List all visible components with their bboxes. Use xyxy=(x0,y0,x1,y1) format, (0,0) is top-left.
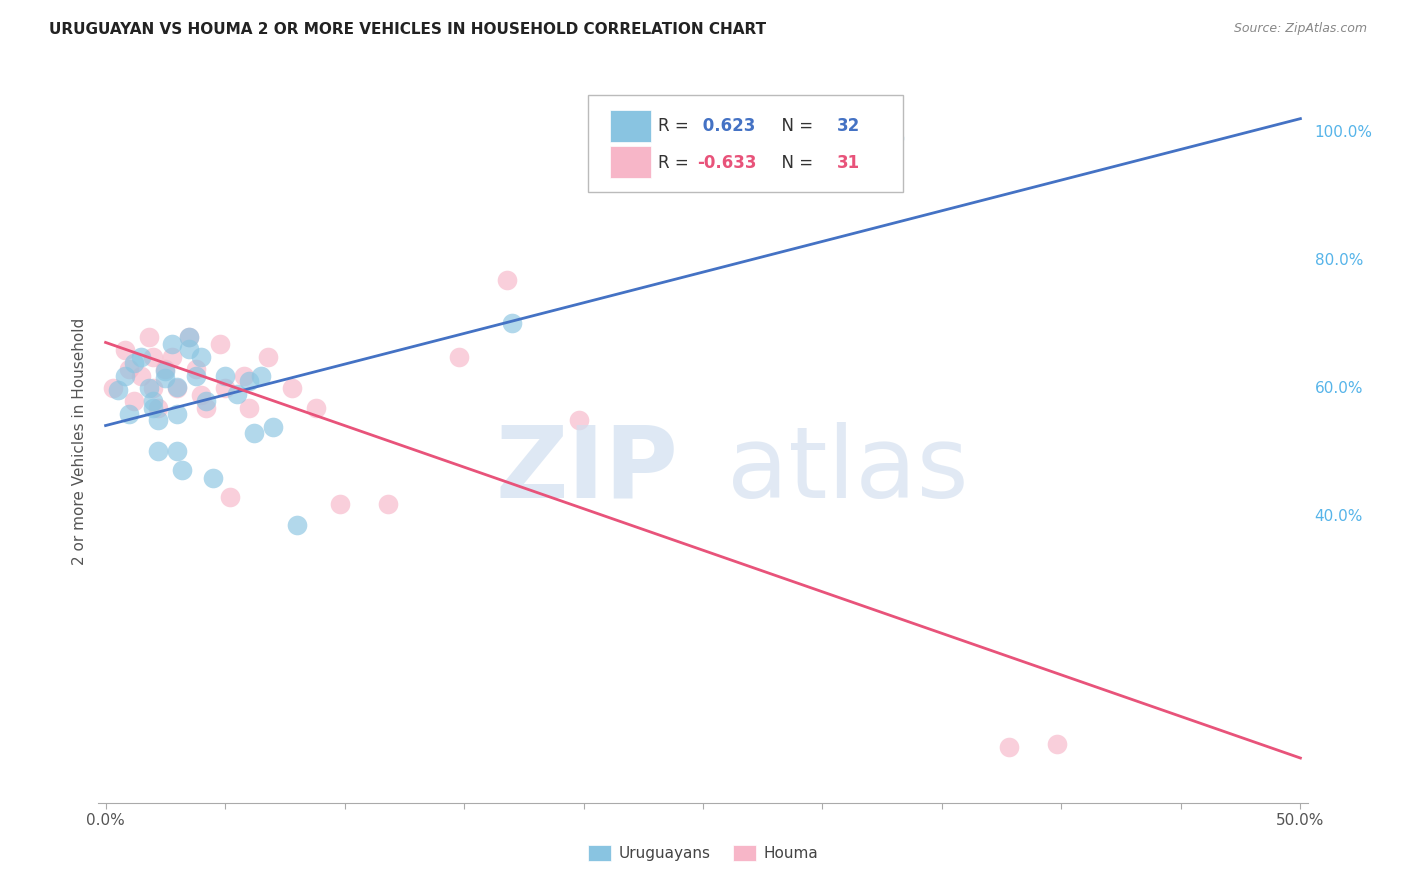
Text: -0.633: -0.633 xyxy=(697,154,756,172)
Point xyxy=(114,343,136,357)
Point xyxy=(1046,737,1069,751)
Point xyxy=(281,382,304,396)
Text: R =: R = xyxy=(658,154,695,172)
Text: R =: R = xyxy=(658,117,695,135)
Point xyxy=(114,368,136,383)
Legend: Uruguayans, Houma: Uruguayans, Houma xyxy=(582,839,824,867)
Point xyxy=(285,517,308,532)
Point xyxy=(226,386,249,401)
Text: ZIP: ZIP xyxy=(496,422,679,519)
Point xyxy=(118,362,141,376)
Point xyxy=(155,362,177,376)
Point xyxy=(377,497,399,511)
Point xyxy=(190,388,212,402)
Point xyxy=(179,330,201,344)
Point xyxy=(142,350,165,364)
Point xyxy=(146,413,169,427)
Point xyxy=(194,401,217,415)
Point xyxy=(138,382,160,396)
Point xyxy=(131,368,153,383)
FancyBboxPatch shape xyxy=(588,95,903,193)
Point xyxy=(118,407,141,421)
Point xyxy=(179,342,201,356)
Point xyxy=(146,401,169,415)
Point xyxy=(242,426,264,441)
Text: N =: N = xyxy=(770,154,818,172)
Point xyxy=(179,330,201,344)
Point xyxy=(305,401,328,415)
Text: N =: N = xyxy=(770,117,818,135)
Point xyxy=(166,382,188,396)
Point xyxy=(155,364,177,378)
Text: atlas: atlas xyxy=(727,422,969,519)
Point xyxy=(998,739,1021,754)
Point xyxy=(162,350,184,364)
Text: URUGUAYAN VS HOUMA 2 OR MORE VEHICLES IN HOUSEHOLD CORRELATION CHART: URUGUAYAN VS HOUMA 2 OR MORE VEHICLES IN… xyxy=(49,22,766,37)
Point xyxy=(449,350,471,364)
Point xyxy=(214,368,236,383)
Point xyxy=(233,368,256,383)
Point xyxy=(142,401,165,415)
Point xyxy=(186,368,208,383)
Point xyxy=(262,420,284,434)
Point xyxy=(101,382,124,396)
Point xyxy=(186,362,208,376)
Point xyxy=(166,444,188,458)
Text: 32: 32 xyxy=(837,117,860,135)
Point xyxy=(257,350,280,364)
Point xyxy=(122,394,145,409)
Point xyxy=(142,382,165,396)
Point xyxy=(190,350,212,364)
Point xyxy=(496,273,519,287)
Point xyxy=(238,401,260,415)
Point xyxy=(146,444,169,458)
Point xyxy=(138,330,160,344)
Point xyxy=(107,384,129,398)
Point xyxy=(166,380,188,394)
Point xyxy=(170,463,193,477)
Point xyxy=(250,368,273,383)
Point xyxy=(238,374,260,388)
Point xyxy=(209,336,232,351)
Point xyxy=(131,350,153,364)
Point xyxy=(122,356,145,370)
Point xyxy=(142,394,165,409)
Text: 31: 31 xyxy=(837,154,860,172)
Point xyxy=(218,490,240,504)
FancyBboxPatch shape xyxy=(610,146,651,178)
Text: 0.623: 0.623 xyxy=(697,117,755,135)
Point xyxy=(883,131,905,145)
Point xyxy=(568,413,591,427)
Text: Source: ZipAtlas.com: Source: ZipAtlas.com xyxy=(1233,22,1367,36)
Point xyxy=(194,394,217,409)
Point xyxy=(166,407,188,421)
Point xyxy=(501,316,523,330)
Point xyxy=(162,336,184,351)
FancyBboxPatch shape xyxy=(610,110,651,142)
Point xyxy=(329,497,352,511)
Point xyxy=(214,382,236,396)
Y-axis label: 2 or more Vehicles in Household: 2 or more Vehicles in Household xyxy=(72,318,87,566)
Point xyxy=(155,370,177,384)
Point xyxy=(202,471,225,485)
